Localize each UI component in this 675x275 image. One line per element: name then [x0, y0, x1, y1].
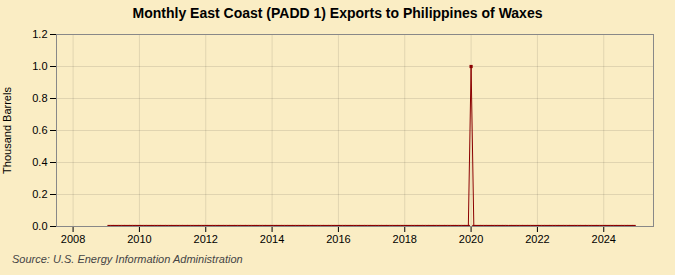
- svg-text:0.4: 0.4: [32, 156, 47, 168]
- svg-text:0.6: 0.6: [32, 124, 47, 136]
- svg-text:2024: 2024: [592, 233, 616, 245]
- svg-text:2008: 2008: [61, 233, 85, 245]
- svg-text:0.2: 0.2: [32, 188, 47, 200]
- svg-text:2020: 2020: [459, 233, 483, 245]
- svg-text:2010: 2010: [127, 233, 151, 245]
- svg-text:2014: 2014: [260, 233, 284, 245]
- svg-text:1.2: 1.2: [32, 28, 47, 40]
- html-text:Source: U.S. Energy Informatio: Source: U.S. Energy Information Administ…: [12, 253, 243, 265]
- svg-text:2012: 2012: [194, 233, 218, 245]
- svg-text:0.0: 0.0: [32, 220, 47, 232]
- html-text:Monthly East Coast (PADD 1) Ex: Monthly East Coast (PADD 1) Exports to P…: [132, 5, 543, 21]
- svg-text:Thousand Barrels: Thousand Barrels: [1, 87, 13, 174]
- svg-text:2022: 2022: [525, 233, 549, 245]
- svg-text:2018: 2018: [393, 233, 417, 245]
- svg-text:2016: 2016: [326, 233, 350, 245]
- svg-text:1.0: 1.0: [32, 60, 47, 72]
- svg-text:0.8: 0.8: [32, 92, 47, 104]
